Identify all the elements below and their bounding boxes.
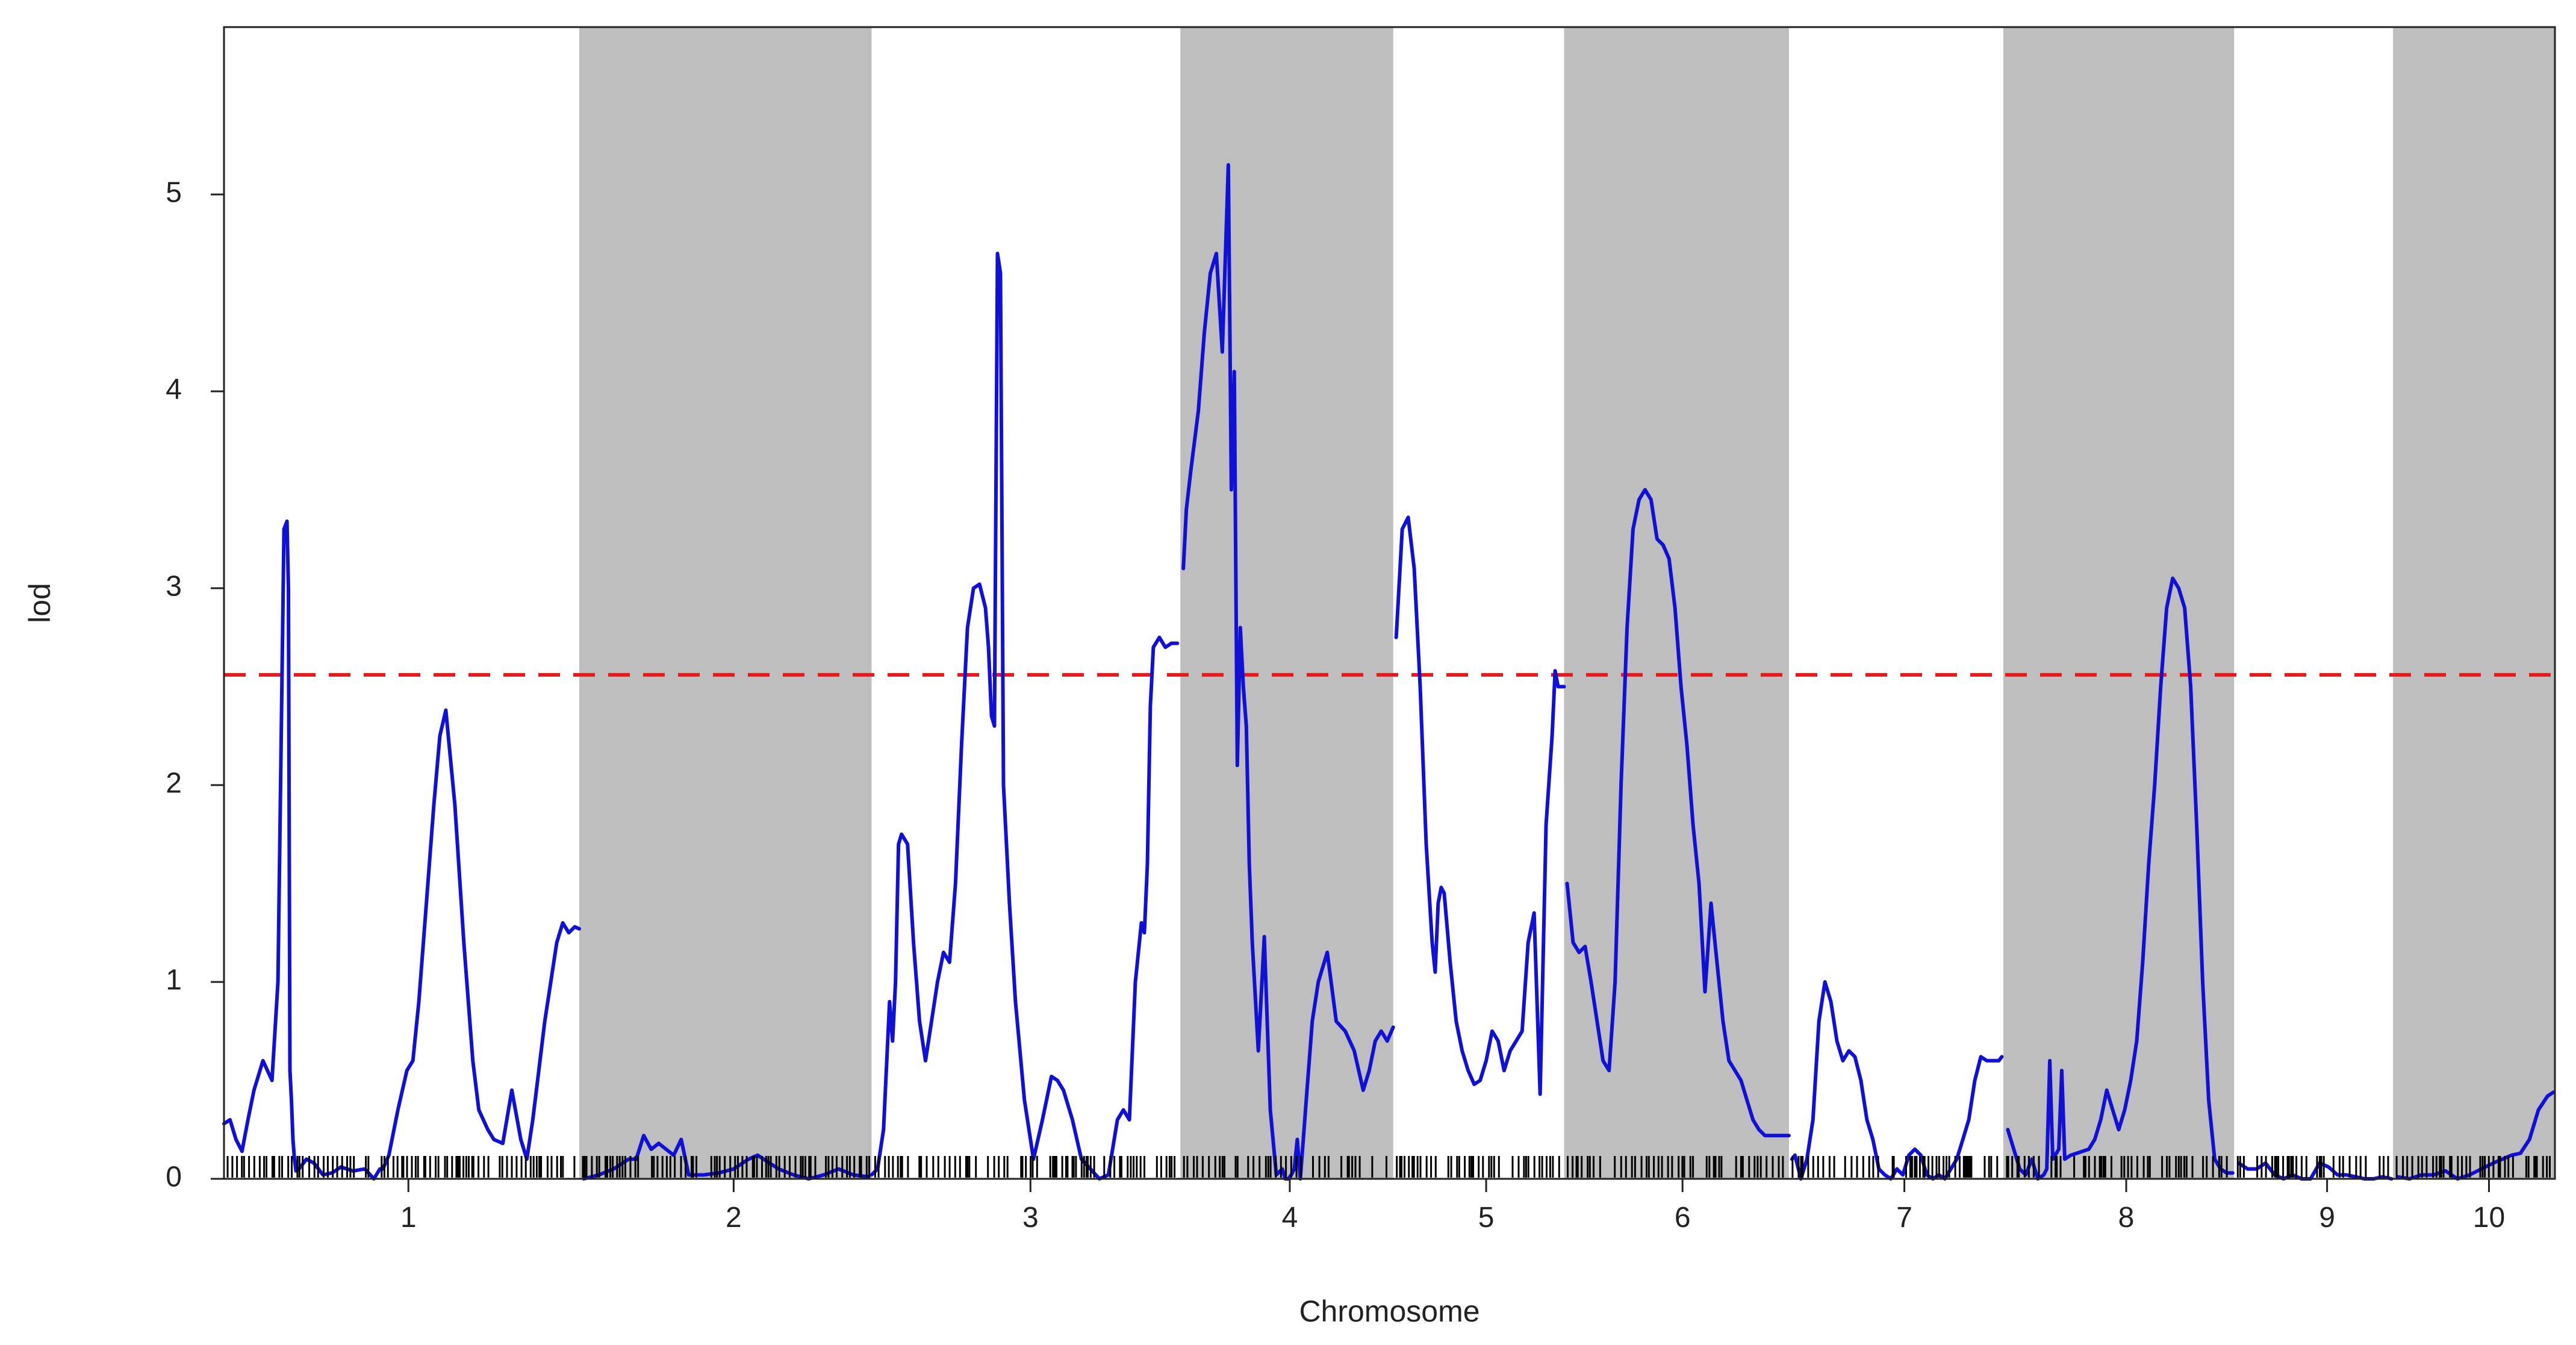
marker-rug-chr2: [582, 1156, 870, 1178]
marker-rug-chr3: [874, 1156, 1176, 1178]
lod-line-chr4: [1181, 163, 1395, 1181]
x-axis-title: Chromosome: [1299, 1294, 1479, 1328]
marker-rug-chr10: [2395, 1156, 2551, 1178]
chromosome-band-8: [2003, 27, 2235, 1179]
y-axis-title: lod: [23, 583, 57, 623]
y-tick-label-4: 4: [166, 374, 182, 406]
lod-line-chr5: [1394, 515, 1566, 1096]
lod-line-chr8: [2006, 576, 2235, 1181]
x-tick-label-chr9: 9: [2319, 1202, 2335, 1234]
y-tick-label-5: 5: [166, 177, 182, 209]
y-tick-label-0: 0: [166, 1161, 182, 1193]
chromosome-bands: [579, 27, 2555, 1179]
y-tick-label-3: 3: [166, 571, 182, 603]
x-tick-label-chr7: 7: [1896, 1202, 1912, 1234]
marker-rug-chr7: [1791, 1156, 1999, 1178]
marker-rug-chr4: [1183, 1156, 1387, 1178]
lod-line-chr3: [870, 252, 1180, 1181]
marker-rug: [226, 1156, 2551, 1178]
x-tick-label-chr2: 2: [726, 1202, 742, 1234]
lod-line-chr7: [1790, 980, 2004, 1181]
marker-rug-chr6: [1567, 1156, 1784, 1178]
lod-line-chr1: [222, 519, 581, 1181]
y-tick-label-1: 1: [166, 964, 182, 996]
marker-rug-chr5: [1396, 1156, 1560, 1178]
x-tick-label-chr8: 8: [2118, 1202, 2135, 1234]
x-tick-label-chr4: 4: [1282, 1202, 1298, 1234]
x-tick-label-chr5: 5: [1478, 1202, 1495, 1234]
marker-rug-chr9: [2236, 1156, 2389, 1178]
x-tick-label-chr1: 1: [400, 1202, 417, 1234]
chromosome-band-2: [579, 27, 872, 1179]
x-tick-label-chr3: 3: [1022, 1202, 1039, 1234]
chromosome-band-6: [1564, 27, 1789, 1179]
x-tick-label-chr6: 6: [1675, 1202, 1691, 1234]
x-tick-label-chr10: 10: [2473, 1202, 2505, 1234]
marker-rug-chr1: [226, 1156, 576, 1178]
lod-line-chr6: [1565, 488, 1791, 1138]
y-axis: 0 1 2 3 4 5: [166, 177, 224, 1193]
chromosome-band-4: [1180, 27, 1393, 1179]
plot-frame: [223, 26, 2556, 1180]
x-axis: 1 2 3 4 5 6 7 8 9 10: [400, 1179, 2505, 1234]
marker-rug-chr8: [2006, 1156, 2228, 1178]
chromosome-band-10: [2393, 27, 2555, 1179]
y-tick-label-2: 2: [166, 768, 182, 800]
